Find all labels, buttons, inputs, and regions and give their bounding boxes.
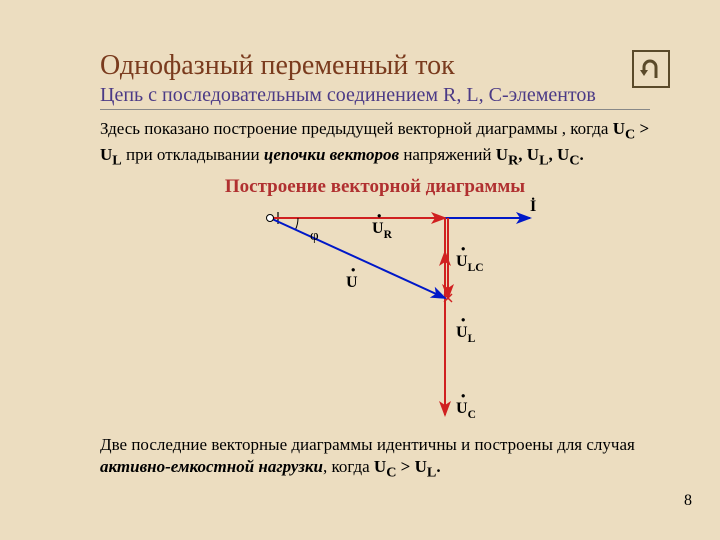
page-number: 8 bbox=[684, 492, 692, 510]
label-phi: φ bbox=[310, 228, 319, 245]
u-turn-arrow-icon bbox=[638, 58, 664, 80]
page-title: Однофазный переменный ток bbox=[100, 50, 650, 82]
label-UR: UR bbox=[372, 220, 392, 240]
diagram-title: Построение векторной диаграммы bbox=[100, 176, 650, 198]
p1-text-c: при откладывании bbox=[122, 145, 264, 164]
slide: Однофазный переменный ток Цепь с последо… bbox=[0, 0, 720, 540]
paragraph-2: Две последние векторные диаграммы иденти… bbox=[100, 434, 650, 482]
p2-text-b: активно-емкостной нагрузки bbox=[100, 457, 323, 476]
page-subtitle: Цепь с последовательным соединением R, L… bbox=[100, 84, 650, 107]
p1-text-e: напряжений bbox=[399, 145, 496, 164]
label-U: U bbox=[346, 274, 358, 292]
label-UC: UC bbox=[456, 400, 476, 420]
label-UL: UL bbox=[456, 324, 475, 344]
label-I: İ bbox=[530, 198, 536, 216]
divider bbox=[100, 109, 650, 110]
p2-text-a: Две последние векторные диаграммы иденти… bbox=[100, 435, 635, 454]
paragraph-1: Здесь показано построение предыдущей век… bbox=[100, 118, 650, 170]
p1-formula-f: UR, UL, UC. bbox=[496, 145, 584, 164]
p2-text-c: , когда bbox=[323, 457, 374, 476]
p1-text-a: Здесь показано построение предыдущей век… bbox=[100, 119, 613, 138]
vector-diagram: İ φ UR ULC U UL UC bbox=[100, 200, 650, 430]
label-ULC: ULC bbox=[456, 253, 484, 273]
back-icon[interactable] bbox=[632, 50, 670, 88]
p2-formula-d: UC > UL. bbox=[374, 457, 441, 476]
p1-text-d: цепочки векторов bbox=[264, 145, 399, 164]
